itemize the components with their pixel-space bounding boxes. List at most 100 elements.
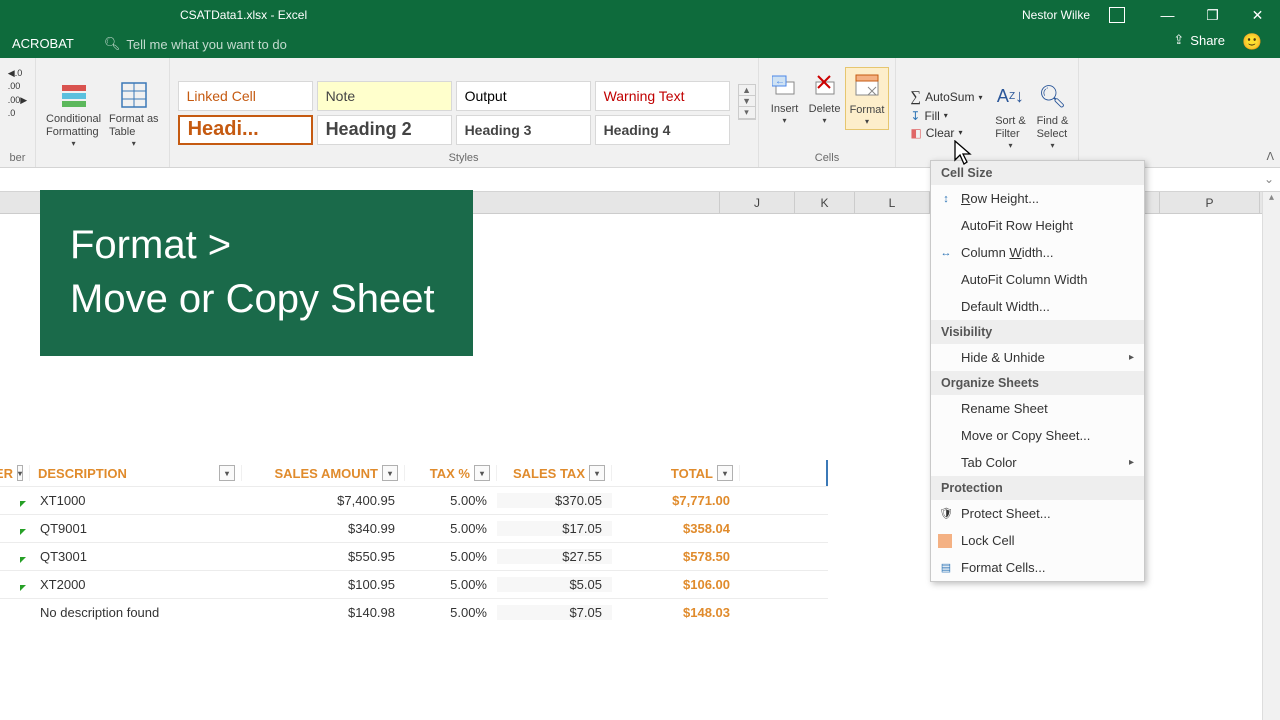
- menu-autofit-row[interactable]: AutoFit Row Height: [931, 212, 1144, 239]
- tellme-search[interactable]: 🔍︎ Tell me what you want to do: [104, 36, 287, 52]
- menu-tabcolor-label: Tab Color: [961, 455, 1017, 470]
- close-button[interactable]: ✕: [1235, 0, 1280, 30]
- eraser-icon: ◧: [910, 126, 921, 140]
- delete-button[interactable]: Delete▾: [805, 67, 845, 130]
- cond-fmt-label: Conditional Formatting: [46, 113, 101, 139]
- table-body: XT1000$7,400.955.00%$370.05$7,771.00QT90…: [0, 486, 828, 626]
- fill-label: Fill: [924, 109, 939, 123]
- table-row[interactable]: XT1000$7,400.955.00%$370.05$7,771.00: [0, 486, 828, 514]
- style-linked-cell[interactable]: Linked Cell: [178, 81, 313, 111]
- insert-button[interactable]: ← Insert▾: [765, 67, 805, 130]
- col-hdr-p[interactable]: P: [1160, 192, 1260, 213]
- style-heading3[interactable]: Heading 3: [456, 115, 591, 145]
- minimize-button[interactable]: —: [1145, 0, 1190, 30]
- menu-format-cells[interactable]: ▤Format Cells...: [931, 554, 1144, 581]
- format-as-table-button[interactable]: Format as Table▾: [105, 77, 163, 151]
- filter-icon[interactable]: ▾: [474, 465, 490, 481]
- share-button[interactable]: ⇪ Share: [1173, 32, 1225, 48]
- svg-text:←: ←: [775, 76, 785, 87]
- col-tax[interactable]: TAX %▾: [405, 465, 497, 481]
- style-warning[interactable]: Warning Text: [595, 81, 730, 111]
- table-row[interactable]: QT3001$550.955.00%$27.55$578.50: [0, 542, 828, 570]
- col-sales-label: SALES AMOUNT: [274, 466, 378, 481]
- style-heading2[interactable]: Heading 2: [317, 115, 452, 145]
- menu-move-copy-sheet[interactable]: Move or Copy Sheet...: [931, 422, 1144, 449]
- table-row[interactable]: XT2000$100.955.00%$5.05$106.00: [0, 570, 828, 598]
- format-button[interactable]: Format▾: [845, 67, 890, 130]
- styles-group-label: Styles: [170, 152, 758, 164]
- styles-scroll[interactable]: ▲▼▾: [738, 84, 756, 120]
- submenu-arrow-icon: ▸: [1129, 457, 1134, 468]
- collapse-ribbon-icon[interactable]: ᐱ: [1266, 150, 1274, 163]
- filter-icon[interactable]: ▾: [589, 465, 605, 481]
- filter-icon[interactable]: ▾: [717, 465, 733, 481]
- expand-formula-icon[interactable]: ⌄: [1264, 172, 1274, 186]
- decimal-icons[interactable]: ◀.0 .00 .00▶ .0: [4, 62, 31, 124]
- ribbon-tabs: ACROBAT 🔍︎ Tell me what you want to do ⇪…: [0, 30, 1280, 58]
- style-note[interactable]: Note: [317, 81, 452, 111]
- delete-label: Delete: [809, 103, 841, 116]
- table-row[interactable]: QT9001$340.995.00%$17.05$358.04: [0, 514, 828, 542]
- file-title: CSATData1.xlsx - Excel: [180, 8, 307, 22]
- table-row[interactable]: No description found$140.985.00%$7.05$14…: [0, 598, 828, 626]
- conditional-formatting-button[interactable]: Conditional Formatting▾: [42, 77, 105, 151]
- titlebar: CSATData1.xlsx - Excel Nestor Wilke — ❐ …: [0, 0, 1280, 30]
- share-label: Share: [1190, 33, 1225, 48]
- fmt-table-label: Format as Table: [109, 113, 159, 139]
- styles-gallery-group: Linked Cell Note Output Warning Text Hea…: [170, 58, 759, 167]
- col-total[interactable]: TOTAL▾: [612, 465, 740, 481]
- feedback-icon[interactable]: 🙂: [1242, 32, 1262, 52]
- style-heading1[interactable]: Headi...: [178, 115, 313, 145]
- account-icon[interactable]: [1109, 7, 1125, 23]
- insert-icon: ←: [769, 69, 801, 101]
- vertical-scrollbar[interactable]: ▴: [1262, 192, 1280, 720]
- menu-lock-cell[interactable]: Lock Cell: [931, 527, 1144, 554]
- filter-icon[interactable]: ▾: [382, 465, 398, 481]
- find-select-button[interactable]: 🔍︎ Find & Select▾: [1032, 79, 1072, 153]
- table-header-row: ER ▾ DESCRIPTION▾ SALES AMOUNT ▾ TAX %▾ SA…: [0, 460, 828, 486]
- col-hdr-k[interactable]: K: [795, 192, 855, 213]
- fill-button[interactable]: ↧Fill▾: [910, 109, 982, 123]
- menu-row-height[interactable]: ↕Row Height...: [931, 185, 1144, 212]
- menu-autofit-col-label: AutoFit Column Width: [961, 272, 1087, 287]
- lock-icon: [938, 534, 952, 548]
- filter-icon[interactable]: ▾: [17, 465, 23, 481]
- col-er[interactable]: ER ▾: [0, 465, 30, 481]
- style-heading4[interactable]: Heading 4: [595, 115, 730, 145]
- share-icon: ⇪: [1173, 32, 1184, 48]
- col-er-label: ER: [0, 466, 13, 481]
- col-description[interactable]: DESCRIPTION▾: [30, 465, 242, 481]
- menu-hdr-cellsize: Cell Size: [931, 161, 1144, 185]
- sort-filter-button[interactable]: AZ↓ Sort & Filter▾: [990, 79, 1030, 153]
- menu-protect-sheet[interactable]: 🛡︎Protect Sheet...: [931, 500, 1144, 527]
- menu-rename-sheet[interactable]: Rename Sheet: [931, 395, 1144, 422]
- style-output[interactable]: Output: [456, 81, 591, 111]
- clear-button[interactable]: ◧Clear▾: [910, 126, 982, 140]
- col-sales-amount[interactable]: SALES AMOUNT ▾: [242, 465, 405, 481]
- findselect-label: Find & Select: [1037, 115, 1069, 141]
- tab-acrobat[interactable]: ACROBAT: [0, 30, 86, 58]
- menu-defwidth-label: Default Width...: [961, 299, 1050, 314]
- format-icon: [851, 70, 883, 102]
- ribbon: ◀.0 .00 .00▶ .0 ber Conditional Formatti…: [0, 58, 1280, 168]
- menu-autofit-col[interactable]: AutoFit Column Width: [931, 266, 1144, 293]
- sort-filter-icon: AZ↓: [994, 81, 1026, 113]
- col-salestax[interactable]: SALES TAX▾: [497, 465, 612, 481]
- menu-hide-unhide[interactable]: Hide & Unhide▸: [931, 344, 1144, 371]
- menu-default-width[interactable]: Default Width...: [931, 293, 1144, 320]
- tellme-placeholder: Tell me what you want to do: [126, 37, 286, 52]
- sortfilter-label: Sort & Filter: [995, 115, 1026, 141]
- fill-icon: ↧: [910, 109, 920, 123]
- col-hdr-l[interactable]: L: [855, 192, 930, 213]
- restore-button[interactable]: ❐: [1190, 0, 1235, 30]
- cells-group: ← Insert▾ Delete▾ Format▾ Cells: [759, 58, 897, 167]
- menu-tab-color[interactable]: Tab Color ▸: [931, 449, 1144, 476]
- col-width-icon: ↔: [938, 245, 954, 261]
- cell-styles-gallery[interactable]: Linked Cell Note Output Warning Text Hea…: [170, 75, 738, 151]
- menu-column-width[interactable]: ↔Column Width...: [931, 239, 1144, 266]
- number-group-cut: ◀.0 .00 .00▶ .0 ber: [0, 58, 36, 167]
- menu-formatcells-label: Format Cells...: [961, 560, 1046, 575]
- autosum-button[interactable]: ∑AutoSum▾: [910, 89, 982, 106]
- col-hdr-j[interactable]: J: [720, 192, 795, 213]
- filter-icon[interactable]: ▾: [219, 465, 235, 481]
